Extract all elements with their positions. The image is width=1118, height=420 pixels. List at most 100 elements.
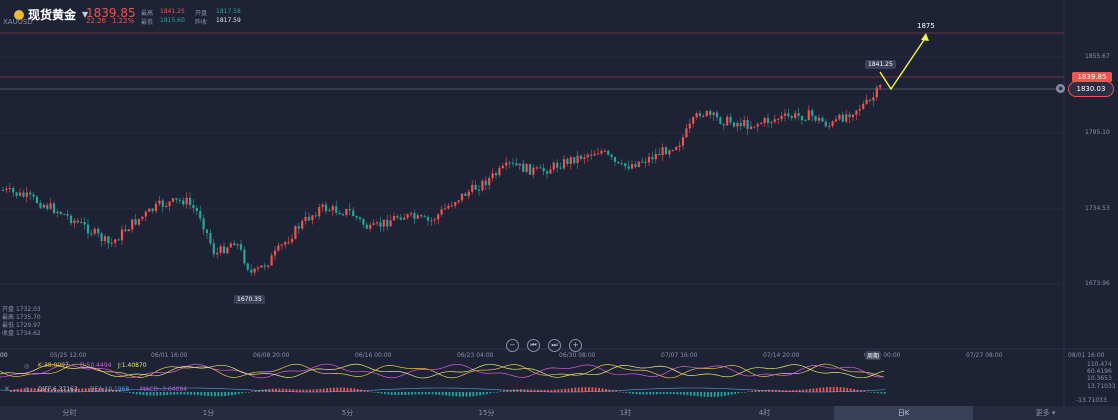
instrument-code: XAUUSD — [3, 18, 33, 26]
prev-close-value: 1817.59 — [216, 17, 241, 24]
ohlc-open: 开盘 1732.03 — [2, 304, 41, 313]
macd-bar — [115, 390, 118, 392]
macd-bar — [815, 388, 818, 392]
candle-body — [862, 103, 865, 109]
tab-timeframe[interactable]: 分时 — [62, 409, 77, 417]
ohlc-close-label: 收盘 — [2, 330, 15, 337]
macd-bar — [622, 392, 624, 393]
prev-button[interactable]: ⏮ — [527, 339, 540, 352]
macd-bar — [839, 387, 842, 392]
candle-body — [596, 153, 600, 155]
macd-axis-tick: 13.71033 — [1087, 383, 1116, 390]
macd-bar — [458, 392, 461, 397]
macd-bar — [149, 392, 152, 396]
macd-bar — [853, 389, 855, 392]
macd-bar — [20, 388, 22, 392]
instrument-name: 现货黄金 — [28, 8, 77, 22]
tab-more[interactable]: 更多 ▾ — [973, 406, 1118, 420]
next-button[interactable]: ⏭ — [548, 339, 561, 352]
macd-bar — [118, 390, 121, 392]
macd-bar — [95, 387, 97, 392]
macd-bar — [54, 389, 56, 392]
candle-body — [352, 210, 355, 217]
macd-bar — [703, 392, 706, 397]
candle-body — [440, 209, 443, 215]
candle-body — [583, 157, 586, 159]
camera-icon[interactable]: ◉ — [1056, 84, 1065, 93]
candle-body — [637, 161, 640, 167]
macd-bar — [503, 390, 505, 392]
candle-body — [494, 173, 498, 176]
macd-bar — [61, 389, 63, 392]
macd-bar — [730, 392, 733, 395]
macd-bar — [74, 388, 77, 392]
kdj-j-value: J:1.40870 — [118, 362, 147, 369]
macd-bar — [27, 388, 29, 392]
candle-body — [739, 122, 742, 127]
kdj-line — [0, 363, 885, 379]
candle-body — [175, 198, 178, 200]
macd-bar — [710, 392, 713, 397]
candlestick-chart[interactable] — [0, 0, 1118, 406]
macd-bar — [193, 392, 196, 395]
tab-timeframe[interactable]: 15分 — [478, 409, 495, 417]
candle-body — [93, 228, 96, 234]
candle-body — [42, 204, 45, 208]
macd-bar — [809, 388, 811, 392]
candle-body — [705, 110, 708, 116]
macd-bar — [183, 392, 186, 395]
candle-body — [450, 205, 453, 207]
candle-body — [76, 220, 79, 223]
candle-body — [253, 268, 256, 273]
macd-bar — [550, 389, 553, 392]
candle-body — [539, 167, 542, 169]
macd-bar — [822, 387, 825, 392]
candle-body — [372, 223, 375, 225]
candle-body — [848, 114, 851, 118]
candle-body — [817, 117, 821, 121]
target-label: 1875 — [917, 22, 935, 30]
candle-body — [858, 108, 861, 111]
candle-body — [579, 155, 583, 159]
candle-body — [868, 99, 872, 101]
macd-bar — [523, 389, 526, 392]
zoom-out-button[interactable]: − — [506, 339, 519, 352]
close-indicator-icon[interactable]: ✕ — [4, 385, 10, 393]
chevron-down-icon[interactable]: ▼ — [82, 10, 89, 19]
tab-timeframe[interactable]: 5分 — [341, 409, 354, 417]
candle-body — [484, 180, 487, 186]
macd-bar — [673, 392, 675, 395]
price-tick: 1795.10 — [1085, 129, 1110, 136]
macd-bar — [475, 392, 478, 396]
macd-dea-value: DEA:10.1968 — [90, 386, 130, 393]
candle-body — [420, 215, 423, 217]
candle-body — [290, 238, 294, 243]
candle-body — [692, 117, 695, 124]
price-change-pct: 1.22% — [112, 17, 135, 25]
indicator-settings-icon[interactable]: ◎ — [24, 363, 30, 370]
zoom-in-button[interactable]: + — [569, 339, 582, 352]
candle-body — [15, 192, 18, 196]
tab-timeframe[interactable]: 1分 — [202, 409, 215, 417]
macd-settings-icon[interactable]: ◎ — [24, 386, 30, 393]
candle-body — [773, 119, 776, 122]
candle-body — [80, 222, 83, 224]
candle-body — [284, 242, 287, 245]
candle-body — [685, 128, 688, 138]
candle-body — [260, 265, 263, 268]
ohlc-close: 收盘 1734.62 — [2, 328, 41, 337]
macd-bar — [220, 392, 223, 397]
tab-timeframe[interactable]: 4时 — [758, 409, 771, 417]
candle-body — [783, 113, 787, 116]
macd-bar — [237, 392, 240, 395]
candle-body — [688, 123, 691, 129]
candle-body — [219, 246, 222, 253]
macd-bar — [401, 392, 403, 396]
kdj-axis-tick: 110.474 — [1087, 361, 1112, 368]
tab-timeframe-active[interactable]: 日K — [834, 406, 973, 420]
macd-bar — [380, 392, 383, 394]
candle-body — [399, 217, 402, 220]
macd-bar — [761, 389, 764, 392]
tab-timeframe[interactable]: 1时 — [619, 409, 632, 417]
instrument-title[interactable]: 现货黄金 ▼ — [14, 6, 88, 23]
